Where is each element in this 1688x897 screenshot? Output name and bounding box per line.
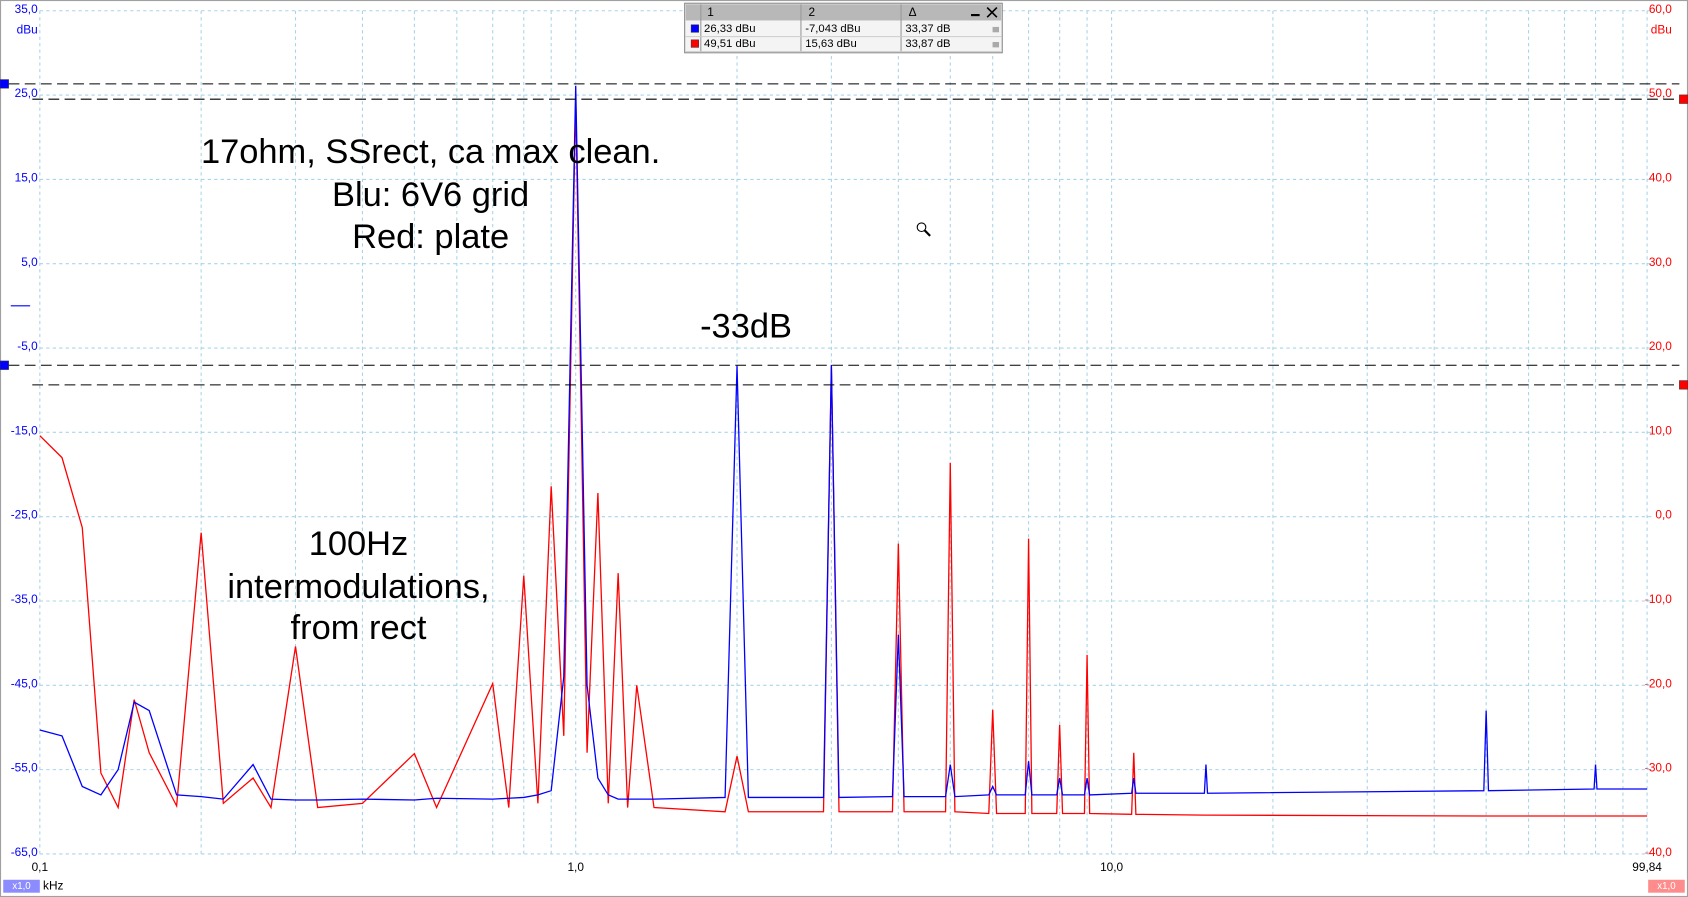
- annotation: intermodulations,: [227, 568, 489, 606]
- row-swatch: [690, 24, 699, 33]
- y2-tick-label: -30,0: [1645, 761, 1672, 775]
- y-tick-label: -65,0: [11, 845, 38, 859]
- annotation: -33dB: [700, 308, 792, 346]
- y2-tick-label: -20,0: [1645, 676, 1672, 690]
- cursor-handle: [0, 79, 9, 89]
- y-tick-label: 5,0: [21, 255, 38, 269]
- y2-tick-label: 20,0: [1649, 339, 1672, 353]
- annotation: Blu: 6V6 grid: [332, 176, 529, 214]
- row-swatch: [690, 39, 699, 48]
- cursor-handle: [1679, 380, 1688, 390]
- y2-tick-label: 30,0: [1649, 255, 1672, 269]
- spectrum-line: [39, 85, 1648, 801]
- x-tick-label: 99,84: [1632, 860, 1662, 874]
- y-tick-label: -55,0: [11, 761, 38, 775]
- y2-tick-label: 50,0: [1649, 86, 1672, 100]
- spectrum-line: [39, 99, 1648, 817]
- y-axis-unit: dBu: [17, 22, 38, 36]
- table-header-label: 1: [707, 5, 714, 19]
- scale-badge-label: x1,0: [12, 881, 31, 892]
- y2-tick-label: -40,0: [1645, 845, 1672, 859]
- y-tick-label: -25,0: [11, 508, 38, 522]
- y2-tick-label: 40,0: [1649, 170, 1672, 184]
- annotation: 100Hz: [309, 525, 409, 563]
- scale-badge: [3, 879, 40, 893]
- lock-icon: [992, 26, 1000, 33]
- close-icon: [986, 6, 998, 18]
- x-tick-label: 1,0: [567, 860, 584, 874]
- magnifier-cursor: [916, 222, 931, 237]
- y-tick-label: -5,0: [17, 339, 38, 353]
- y2-tick-label: 10,0: [1649, 423, 1672, 437]
- x-tick-label: 0,1: [32, 860, 48, 874]
- scale-badge: [1648, 879, 1685, 893]
- y-tick-label: -35,0: [11, 592, 38, 606]
- table-header-label: Δ: [909, 5, 917, 19]
- y-tick-label: 25,0: [15, 86, 38, 100]
- table-header-label: 2: [808, 5, 815, 19]
- x-axis-unit: kHz: [43, 878, 63, 892]
- table-cell: 33,87 dB: [905, 38, 950, 50]
- cursor-handle: [0, 360, 9, 370]
- annotation: from rect: [291, 609, 427, 647]
- y2-tick-label: 0,0: [1655, 508, 1672, 522]
- table-cell: 26,33 dBu: [704, 23, 756, 35]
- table-header: [685, 4, 1002, 21]
- x-tick-label: 10,0: [1100, 860, 1123, 874]
- y-tick-label: 35,0: [15, 2, 38, 16]
- y2-tick-label: -10,0: [1645, 592, 1672, 606]
- y-tick-label: -45,0: [11, 676, 38, 690]
- lock-icon: [992, 41, 1000, 48]
- table-cell: 33,37 dB: [905, 23, 950, 35]
- y-tick-label: -15,0: [11, 423, 38, 437]
- scale-badge-label: x1,0: [1657, 881, 1676, 892]
- y2-tick-label: 60,0: [1649, 2, 1672, 16]
- cursor-handle: [1679, 94, 1688, 104]
- y-tick-label: 15,0: [15, 170, 38, 184]
- table-cell: -7,043 dBu: [805, 23, 860, 35]
- table-cell: 49,51 dBu: [704, 38, 756, 50]
- annotation: 17ohm, SSrect, ca max clean.: [201, 133, 660, 171]
- y2-axis-unit: dBu: [1651, 22, 1672, 36]
- table-cell: 15,63 dBu: [805, 38, 857, 50]
- cursor-table: 1 2 Δ 26,33 dBu -7,043 dBu 33,37 dB 49,51 dBu 1…: [684, 2, 1003, 54]
- annotation: Red: plate: [352, 218, 509, 256]
